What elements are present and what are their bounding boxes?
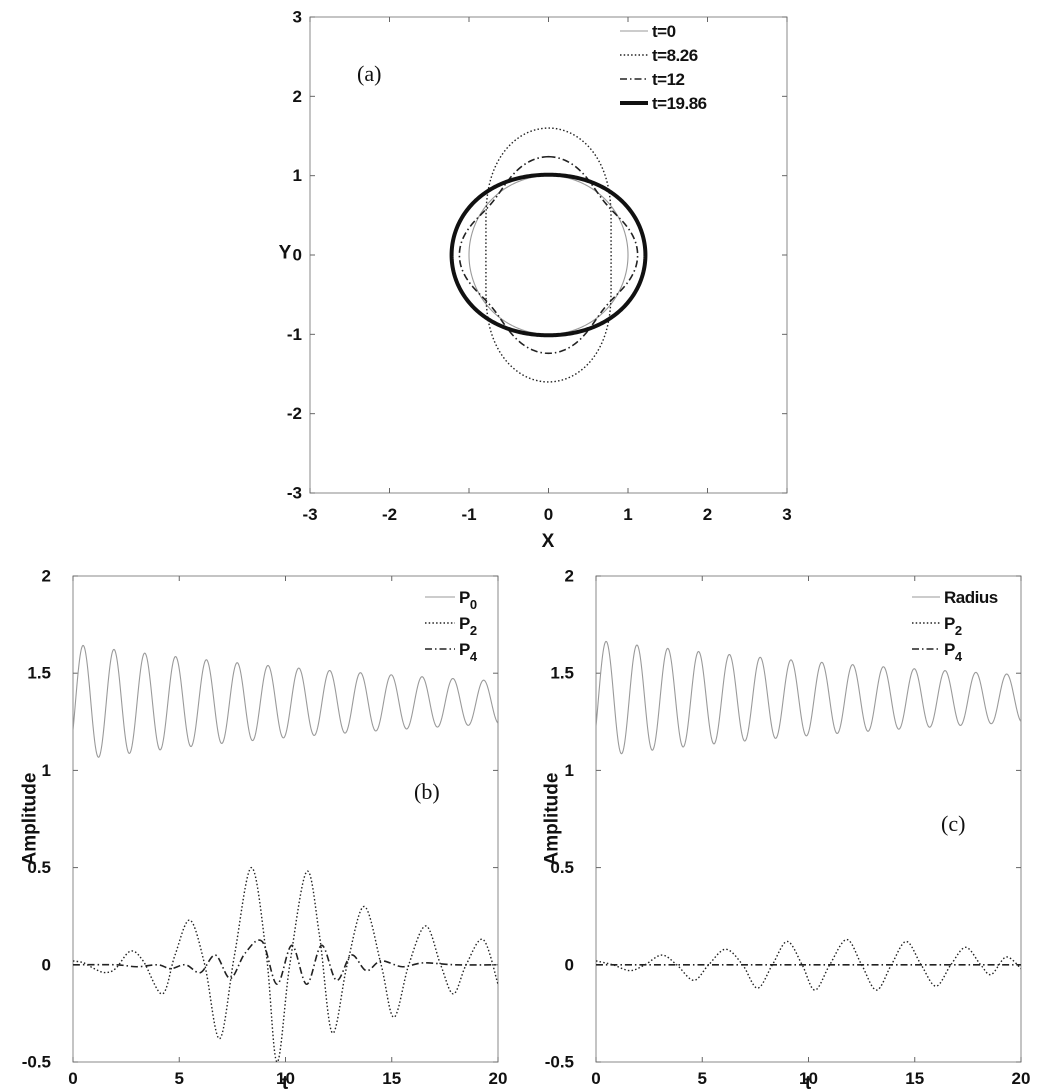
legend-label-text: P [944,640,955,659]
legend-label-2: t=12 [652,70,685,89]
legend-label-subscript: 2 [470,623,477,638]
legend-label-3: t=19.86 [652,94,707,113]
legend-label-0: Radius [944,588,998,607]
series-line-2 [73,939,498,986]
y-tick-label: -3 [287,484,302,503]
legend-label-1: P2 [944,614,962,638]
y-tick-label: 2 [293,87,302,106]
legend-label-text: Radius [944,588,998,607]
y-tick-label: 0 [42,955,51,974]
y-tick-label: -0.5 [22,1053,51,1072]
y-axis-label: Y [279,243,292,264]
y-tick-label: 1 [565,761,574,780]
series-line-0 [596,640,1021,755]
y-axis-label: Amplitude [542,773,563,866]
y-tick-label: 0 [293,246,302,265]
plot-frame [309,16,788,494]
series-line-1 [485,127,612,383]
y-tick-label: 2 [565,567,574,586]
y-axis-label: Amplitude [20,773,41,866]
x-tick-label: -1 [461,505,476,524]
y-tick-label: 2 [42,567,51,586]
y-tick-label: 3 [293,8,302,27]
panel-label: (c) [941,811,965,836]
legend-label-text: t=12 [652,70,685,89]
x-tick-label: 1 [623,505,632,524]
y-tick-label: 0.5 [550,858,574,877]
legend-label-0: t=0 [652,22,676,41]
x-tick-label: 20 [1012,1069,1031,1088]
y-tick-label: 1.5 [27,664,51,683]
x-tick-label: 10 [276,1069,295,1088]
legend-label-subscript: 4 [470,649,478,664]
x-axis-label: t [805,1073,812,1090]
legend-label-subscript: 0 [470,597,477,612]
series-line-0 [468,175,629,335]
x-tick-label: -3 [302,505,317,524]
legend-label-text: P [459,614,470,633]
y-tick-label: 1 [42,761,51,780]
y-tick-label: 0 [565,955,574,974]
legend-label-2: P4 [944,640,963,664]
x-axis-label: t [282,1073,289,1090]
x-tick-label: 10 [799,1069,818,1088]
legend-label-1: t=8.26 [652,46,698,65]
legend-label-1: P2 [459,614,477,638]
x-tick-label: 0 [68,1069,77,1088]
legend-label-2: P4 [459,640,478,664]
x-tick-label: 5 [698,1069,707,1088]
legend-label-text: t=8.26 [652,46,698,65]
series-line-1 [73,866,498,1062]
chart-panel-a: -3 -2 -1 0 1 2 3 -3 -2 -1 0 1 2 3 X Y (a) t=0 t=8.26 t=12 t=… [279,8,792,553]
legend-label-subscript: 4 [955,649,963,664]
legend-label-0: P0 [459,588,477,612]
y-tick-label: -1 [287,325,302,344]
series-line-3 [449,172,648,338]
x-tick-label: 15 [382,1069,401,1088]
y-tick-label: 1.5 [550,664,574,683]
legend-label-text: t=19.86 [652,94,707,113]
series-line-0 [73,644,498,758]
y-tick-label: -2 [287,404,302,423]
x-tick-label: 15 [905,1069,924,1088]
legend-label-text: P [459,640,470,659]
legend-label-subscript: 2 [955,623,962,638]
panel-label: (a) [357,61,381,86]
panel-label: (b) [414,779,440,804]
x-tick-label: 3 [782,505,791,524]
x-tick-label: 0 [544,505,553,524]
legend-label-text: P [944,614,955,633]
legend-label-text: t=0 [652,22,676,41]
y-tick-label: 1 [293,166,302,185]
plot-frame [72,575,499,1063]
x-tick-label: 5 [175,1069,184,1088]
x-tick-label: -2 [382,505,397,524]
x-axis-label: X [542,531,555,552]
x-tick-label: 2 [703,505,712,524]
series-line-2 [458,155,639,355]
chart-panel-c: 0 5 10 15 20 -0.5 0 0.5 1 1.5 2 t Amplitude (c) Radius… [542,567,1031,1090]
legend-label-text: P [459,588,470,607]
y-tick-label: 0.5 [27,858,51,877]
x-tick-label: 20 [489,1069,508,1088]
x-tick-label: 0 [591,1069,600,1088]
y-tick-label: -0.5 [545,1053,574,1072]
